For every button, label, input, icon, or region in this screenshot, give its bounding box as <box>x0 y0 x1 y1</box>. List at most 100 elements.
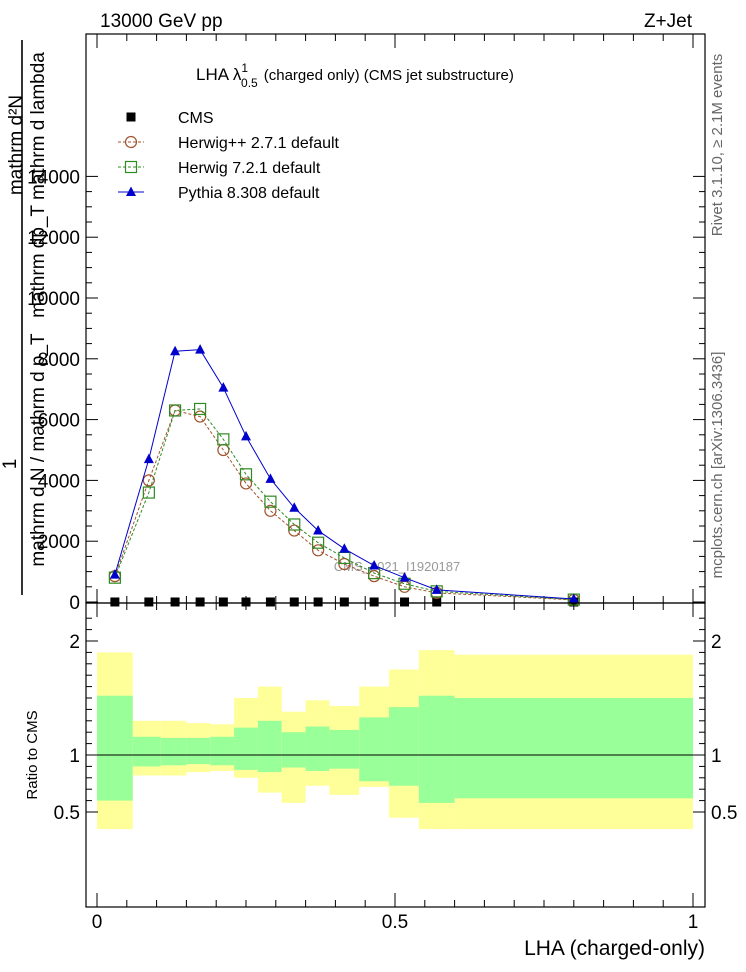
legend-marker <box>124 135 138 149</box>
data-point <box>265 473 276 483</box>
watermark: CMS_2021_I1920187 <box>334 559 461 574</box>
y-tick-label: 12000 <box>27 228 80 249</box>
ratio-band-inner <box>160 737 187 766</box>
ratio-y-label: Ratio to CMS <box>24 710 41 799</box>
data-point <box>218 597 228 607</box>
x-axis-label: LHA (charged-only) <box>524 937 705 960</box>
data-point <box>239 477 253 490</box>
series-line <box>114 349 574 600</box>
ratio-band-inner <box>454 698 693 799</box>
data-point <box>312 536 325 549</box>
data-point <box>288 518 301 531</box>
ratio-band-inner <box>234 727 258 770</box>
y-label-bottom: mathrm d N / mathrm d p_T <box>28 333 49 567</box>
ratio-band-inner <box>186 737 211 765</box>
data-point <box>110 597 120 607</box>
legend-label: Herwig 7.2.1 default <box>178 160 321 177</box>
data-point <box>142 486 155 499</box>
ratio-x-axis: 0 0.5 1 <box>92 603 699 933</box>
ratio-band-inner <box>329 729 360 769</box>
data-point <box>170 345 181 356</box>
data-point <box>217 433 230 446</box>
data-point <box>369 560 380 570</box>
ratio-band-inner <box>389 707 419 786</box>
data-point <box>109 569 120 579</box>
ratio-band-inner <box>305 726 330 771</box>
ratio-band-inner <box>359 717 390 782</box>
data-point <box>313 525 324 535</box>
data-point <box>432 597 442 607</box>
ratio-band-inner <box>257 720 282 773</box>
rivet-label: Rivet 3.1.10, ≥ 2.1M events <box>709 54 726 237</box>
data-point <box>339 543 350 553</box>
x-tick-label: 0 <box>92 912 103 933</box>
legend-marker <box>126 186 136 196</box>
x-tick-label: 1 <box>688 912 699 933</box>
series-line <box>114 408 574 601</box>
data-point <box>241 597 251 607</box>
y-tick-label: 0 <box>69 593 80 614</box>
ratio-panel: 0.5 0.51 12 2 0 0.5 1 Ratio to CMS LHA (charg… <box>24 602 737 960</box>
chart-title-sup: 1 <box>241 61 248 75</box>
mcplots-label: mcplots.cern.ch [arXiv:1306.3436] <box>709 352 726 579</box>
data-point <box>399 572 410 582</box>
data-point <box>568 593 579 603</box>
data-point <box>400 597 410 607</box>
data-point <box>339 597 349 607</box>
data-point <box>144 597 154 607</box>
data-point <box>194 402 207 416</box>
main-y-axis: 0 2000 4000 6000 8000 10000 12000 14000 <box>27 167 705 614</box>
ratio-y-tick-label-right: 1 <box>711 746 722 767</box>
ratio-band-inner <box>418 695 455 803</box>
data-point <box>239 468 253 481</box>
y-tick-label: 6000 <box>38 411 80 432</box>
legend-marker <box>126 112 136 122</box>
legend: CMS Herwig++ 2.7.1 default Herwig 7.2.1 de… <box>118 110 340 202</box>
ratio-y-tick-label-right: 0.5 <box>711 803 737 824</box>
ratio-y-tick-label: 1 <box>69 746 80 767</box>
chart-title-rest: (charged only) (CMS jet substructure) <box>264 67 514 84</box>
ratio-y-axis: 0.5 0.5 1 1 2 2 <box>54 617 737 824</box>
data-point <box>170 597 180 607</box>
ratio-y-tick-label-right: 2 <box>711 632 722 653</box>
data-point <box>241 430 251 441</box>
data-point <box>289 502 300 512</box>
data-point <box>143 453 154 464</box>
main-series <box>108 344 580 607</box>
data-point <box>312 544 325 557</box>
legend-label: CMS <box>178 110 214 127</box>
chart-title-sub: 0.5 <box>241 76 258 90</box>
ratio-band-inner <box>281 732 306 768</box>
ratio-y-tick-label: 2 <box>69 632 80 653</box>
data-point <box>431 584 442 594</box>
y-tick-label: 14000 <box>27 167 80 188</box>
ratio-band-inner <box>210 736 235 766</box>
header-energy: 13000 GeV pp <box>100 11 223 32</box>
data-point <box>218 382 229 392</box>
ratio-bands <box>97 650 693 830</box>
data-point <box>195 597 205 607</box>
data-point <box>142 474 155 487</box>
y-tick-label: 10000 <box>27 289 80 310</box>
y-tick-label: 2000 <box>38 532 80 553</box>
chart-title: LHA λ1 0.5 (charged only) (CMS jet substru… <box>196 61 514 90</box>
data-point <box>369 597 379 607</box>
y-label-top2: mathrm dp_T mathrm d lambda <box>28 52 49 318</box>
data-point <box>168 404 182 417</box>
legend-label: Herwig++ 2.7.1 default <box>178 135 340 152</box>
data-point <box>195 344 206 354</box>
data-point <box>313 597 323 607</box>
header-process: Z+Jet <box>644 11 693 32</box>
y-label-top: mathrm d²N <box>6 95 27 195</box>
legend-marker <box>124 160 138 174</box>
main-panel: CMS_2021_I1920187 0 2000 4000 6000 8000 10000… <box>0 33 706 614</box>
ratio-band-inner <box>132 736 161 767</box>
chart-title-main: LHA λ <box>196 65 242 84</box>
y-label-bottom-num: 1 <box>0 459 21 470</box>
legend-label: Pythia 8.308 default <box>178 185 320 202</box>
data-point <box>265 597 275 607</box>
ratio-band-inner <box>97 695 133 801</box>
data-point <box>289 597 299 607</box>
data-point <box>264 495 277 508</box>
